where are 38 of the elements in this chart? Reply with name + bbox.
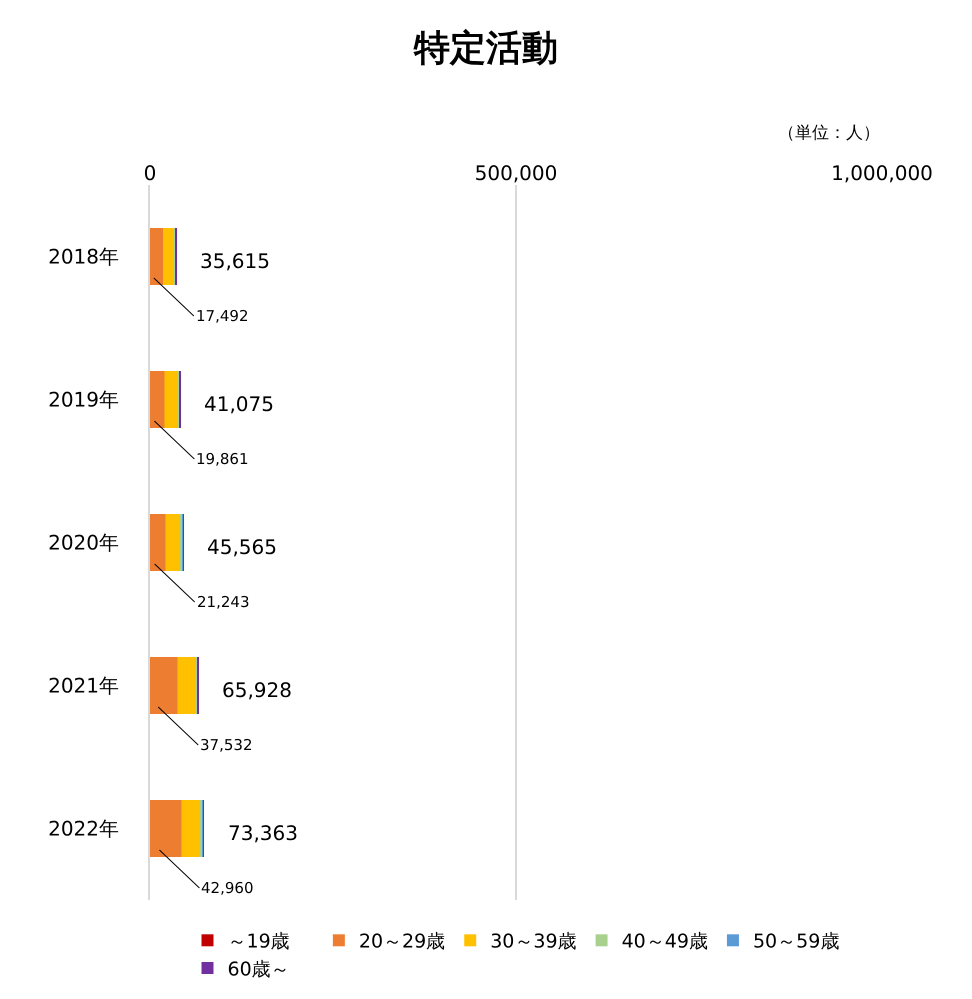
x-tick-label: 1,000,000	[831, 161, 933, 185]
bar	[150, 228, 163, 286]
legend-label: 60歳～	[228, 958, 290, 980]
bar	[181, 800, 200, 858]
bar	[164, 370, 177, 428]
bar	[162, 228, 174, 286]
bar	[166, 514, 180, 572]
bar	[150, 514, 166, 572]
bar	[176, 370, 180, 428]
data-label: 19,861	[196, 450, 248, 468]
y-tick-label: 2019年	[48, 388, 119, 412]
bar	[150, 370, 165, 428]
text: （単位：人）	[778, 123, 880, 143]
data-label: 21,243	[197, 593, 250, 611]
data-label: 17,492	[196, 307, 248, 325]
total-label: 65,928	[222, 678, 292, 702]
y-tick-label: 2021年	[48, 674, 119, 698]
x-tick-label: 500,000	[474, 161, 558, 185]
bar	[150, 800, 182, 858]
total-label: 41,075	[204, 392, 274, 416]
x-tick-label: 0	[144, 161, 156, 185]
y-tick-label: 2020年	[48, 530, 119, 554]
bar	[194, 656, 198, 714]
legend-label: 20～29歳	[358, 930, 446, 953]
y-tick-label: 2018年	[48, 244, 119, 268]
total-label: 73,363	[228, 821, 298, 845]
data-label: 42,960	[201, 879, 254, 897]
chart-title: 特定活動	[413, 28, 558, 70]
data-label: 37,532	[200, 736, 252, 754]
legend-label: 50～59歳	[752, 930, 840, 953]
legend-label: 40～49歳	[622, 930, 708, 953]
y-tick-label: 2022年	[48, 816, 119, 840]
total-label: 35,615	[200, 249, 270, 273]
total-label: 45,565	[207, 535, 277, 559]
bar	[150, 656, 178, 714]
legend-label: 30～39歳	[490, 930, 577, 953]
bar	[177, 656, 195, 714]
legend-label: ～19歳	[228, 930, 290, 953]
